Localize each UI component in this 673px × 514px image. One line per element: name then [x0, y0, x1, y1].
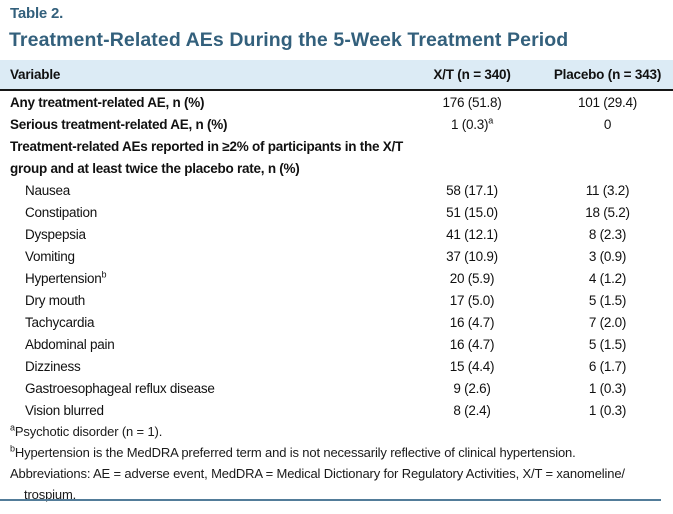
- placebo-value: 1 (0.3): [588, 381, 627, 396]
- xt-value: 58 (17.1): [446, 183, 498, 198]
- footnotes: aPsychotic disorder (n = 1). bHypertensio…: [10, 421, 665, 505]
- row-label: Any treatment-related AE, n (%): [10, 95, 205, 110]
- placebo-value: 5 (1.5): [588, 293, 627, 308]
- xt-value: 41 (12.1): [446, 227, 498, 242]
- table-row: Dizziness 15 (4.4) 6 (1.7): [0, 356, 673, 378]
- row-label: Nausea: [25, 183, 71, 198]
- row-label: Dizziness: [25, 359, 81, 374]
- table-header-row: Variable X/T (n = 340) Placebo (n = 343): [0, 60, 673, 91]
- footnote-line: Abbreviations: AE = adverse event, MedDR…: [10, 463, 665, 505]
- xt-value: 17 (5.0): [449, 293, 495, 308]
- table-row: Vomiting 37 (10.9) 3 (0.9): [0, 246, 673, 268]
- xt-value: 51 (15.0): [446, 205, 498, 220]
- row-label: Treatment-related AEs reported in ≥2% of…: [10, 139, 403, 176]
- placebo-value: 8 (2.3): [588, 227, 627, 242]
- xt-value: 8 (2.4): [453, 403, 491, 418]
- table-body: Any treatment-related AE, n (%) 176 (51.8…: [0, 92, 673, 422]
- xt-value: 16 (4.7): [449, 315, 495, 330]
- column-header-placebo: Placebo (n = 343): [553, 67, 662, 82]
- row-label: Tachycardia: [25, 315, 95, 330]
- row-label: Vomiting: [25, 249, 75, 264]
- table-row: Gastroesophageal reflux disease 9 (2.6) 1 …: [0, 378, 673, 400]
- placebo-value: 1 (0.3): [588, 403, 627, 418]
- table-row: Treatment-related AEs reported in ≥2% of…: [0, 136, 673, 180]
- bottom-rule: [0, 499, 661, 501]
- row-label: Abdominal pain: [25, 337, 115, 352]
- xt-value: 1 (0.3)a: [450, 115, 494, 132]
- xt-value: 176 (51.8): [442, 95, 502, 110]
- row-label: Serious treatment-related AE, n (%): [10, 117, 228, 132]
- xt-value: 20 (5.9): [449, 271, 495, 286]
- row-label: Dry mouth: [25, 293, 86, 308]
- row-label: Constipation: [25, 205, 98, 220]
- placebo-value: 11 (3.2): [585, 183, 630, 198]
- table-row: Nausea 58 (17.1) 11 (3.2): [0, 180, 673, 202]
- table-title: Treatment-Related AEs During the 5-Week …: [9, 29, 569, 51]
- xt-value: 9 (2.6): [453, 381, 491, 396]
- footnote-continuation: trospium.: [24, 487, 77, 502]
- xt-value: 16 (4.7): [449, 337, 495, 352]
- table-row: Constipation 51 (15.0) 18 (5.2): [0, 202, 673, 224]
- row-label: Gastroesophageal reflux disease: [25, 381, 215, 396]
- table-row: Dry mouth 17 (5.0) 5 (1.5): [0, 290, 673, 312]
- xt-value: 37 (10.9): [446, 249, 498, 264]
- column-header-variable: Variable: [10, 67, 61, 82]
- table-row: Any treatment-related AE, n (%) 176 (51.8…: [0, 92, 673, 114]
- placebo-value: 4 (1.2): [588, 271, 627, 286]
- placebo-value: 7 (2.0): [588, 315, 627, 330]
- table-row: Tachycardia 16 (4.7) 7 (2.0): [0, 312, 673, 334]
- column-header-xt: X/T (n = 340): [433, 67, 511, 82]
- placebo-value: 6 (1.7): [588, 359, 627, 374]
- row-label: Dyspepsia: [25, 227, 86, 242]
- table-row: Hypertensionb 20 (5.9) 4 (1.2): [0, 268, 673, 290]
- footnote-line: bHypertension is the MedDRA preferred te…: [10, 443, 576, 460]
- placebo-value: 5 (1.5): [588, 337, 627, 352]
- placebo-value: 18 (5.2): [585, 205, 630, 220]
- xt-value: 15 (4.4): [449, 359, 495, 374]
- table-row: Dyspepsia 41 (12.1) 8 (2.3): [0, 224, 673, 246]
- table-number-label: Table 2.: [10, 5, 64, 22]
- row-label: Hypertensionb: [25, 269, 107, 286]
- table-row: Vision blurred 8 (2.4) 1 (0.3): [0, 400, 673, 422]
- table-row: Abdominal pain 16 (4.7) 5 (1.5): [0, 334, 673, 356]
- table-row: Serious treatment-related AE, n (%) 1 (0.…: [0, 114, 673, 136]
- footnote-line: aPsychotic disorder (n = 1).: [10, 422, 163, 439]
- placebo-value: 3 (0.9): [588, 249, 627, 264]
- placebo-value: 101 (29.4): [577, 95, 638, 110]
- row-label: Vision blurred: [25, 403, 104, 418]
- placebo-value: 0: [603, 117, 612, 132]
